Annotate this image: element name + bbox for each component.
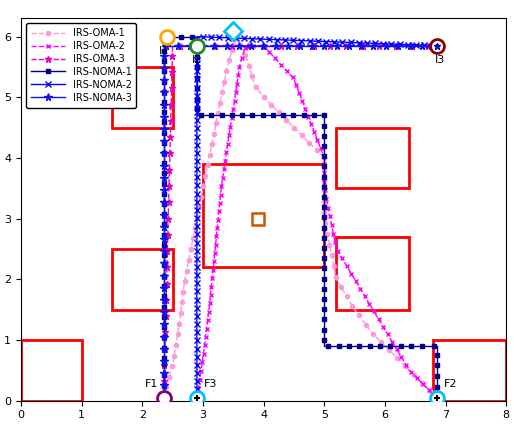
IRS-NOMA-3 xyxy=(433,43,439,48)
IRS-OMA-2 xyxy=(221,169,227,174)
Text: F3: F3 xyxy=(204,378,217,389)
IRS-OMA-3 xyxy=(433,43,439,48)
Bar xyxy=(337,128,409,188)
IRS-OMA-1 xyxy=(200,184,207,189)
IRS-OMA-2 xyxy=(226,135,232,140)
Text: I1: I1 xyxy=(158,46,169,55)
IRS-OMA-3 xyxy=(160,395,167,400)
IRS-OMA-3 xyxy=(241,43,247,48)
Bar xyxy=(203,164,324,267)
Text: I3: I3 xyxy=(434,55,445,64)
IRS-NOMA-3 xyxy=(334,43,340,48)
IRS-OMA-1 xyxy=(407,369,413,374)
IRS-NOMA-3 xyxy=(160,395,167,400)
IRS-NOMA-2 xyxy=(335,40,341,45)
Bar xyxy=(337,237,409,310)
IRS-OMA-2 xyxy=(239,55,245,60)
IRS-OMA-2 xyxy=(243,43,249,48)
IRS-NOMA-3 xyxy=(160,240,167,246)
IRS-OMA-2 xyxy=(194,395,200,400)
IRS-NOMA-3 xyxy=(201,43,207,48)
IRS-OMA-2 xyxy=(298,94,304,99)
IRS-NOMA-1 xyxy=(227,113,233,118)
IRS-OMA-1 xyxy=(353,309,359,314)
IRS-OMA-3 xyxy=(167,149,173,154)
Line: IRS-OMA-3: IRS-OMA-3 xyxy=(160,43,439,401)
IRS-NOMA-2 xyxy=(194,395,200,400)
Line: IRS-OMA-1: IRS-OMA-1 xyxy=(161,34,438,399)
IRS-OMA-1 xyxy=(233,34,240,39)
IRS-OMA-2 xyxy=(197,375,203,381)
IRS-NOMA-1 xyxy=(321,233,327,238)
IRS-OMA-3 xyxy=(170,43,176,48)
IRS-NOMA-3 xyxy=(160,200,167,205)
Text: F2: F2 xyxy=(444,378,457,389)
IRS-OMA-3 xyxy=(339,43,345,48)
Legend: IRS-OMA-1, IRS-OMA-2, IRS-OMA-3, IRS-NOMA-1, IRS-NOMA-2, IRS-NOMA-3: IRS-OMA-1, IRS-OMA-2, IRS-OMA-3, IRS-NOM… xyxy=(26,23,136,108)
Line: IRS-NOMA-3: IRS-NOMA-3 xyxy=(160,42,440,401)
IRS-NOMA-1 xyxy=(321,246,327,251)
IRS-NOMA-2 xyxy=(194,99,200,104)
IRS-OMA-1 xyxy=(220,85,226,90)
IRS-NOMA-3 xyxy=(160,43,167,48)
IRS-OMA-2 xyxy=(433,395,439,400)
IRS-OMA-2 xyxy=(218,190,224,195)
IRS-NOMA-1 xyxy=(433,350,439,355)
Bar xyxy=(251,212,264,224)
IRS-OMA-1 xyxy=(219,89,225,95)
IRS-OMA-1 xyxy=(433,395,439,400)
Text: F1: F1 xyxy=(145,378,159,389)
Bar xyxy=(112,67,173,128)
IRS-NOMA-1 xyxy=(194,94,200,99)
IRS-NOMA-1 xyxy=(321,213,327,218)
IRS-OMA-1 xyxy=(160,395,167,400)
IRS-NOMA-2 xyxy=(433,43,439,48)
Line: IRS-NOMA-1: IRS-NOMA-1 xyxy=(161,34,438,399)
IRS-NOMA-3 xyxy=(228,43,234,48)
IRS-NOMA-1 xyxy=(160,395,167,400)
IRS-NOMA-2 xyxy=(194,63,200,68)
IRS-NOMA-2 xyxy=(194,124,200,129)
Text: I2: I2 xyxy=(192,55,202,64)
IRS-NOMA-2 xyxy=(327,39,333,44)
IRS-NOMA-1 xyxy=(160,34,167,39)
IRS-OMA-3 xyxy=(304,43,310,48)
Bar xyxy=(112,249,173,310)
IRS-NOMA-2 xyxy=(194,316,200,321)
IRS-OMA-3 xyxy=(391,43,397,48)
IRS-NOMA-2 xyxy=(194,34,200,39)
Line: IRS-OMA-2: IRS-OMA-2 xyxy=(194,43,439,400)
Bar xyxy=(21,340,82,401)
Line: IRS-NOMA-2: IRS-NOMA-2 xyxy=(194,34,439,401)
IRS-NOMA-3 xyxy=(181,43,187,48)
Bar xyxy=(433,340,506,401)
IRS-OMA-1 xyxy=(191,232,197,237)
IRS-OMA-3 xyxy=(168,129,174,134)
IRS-NOMA-1 xyxy=(433,395,439,400)
